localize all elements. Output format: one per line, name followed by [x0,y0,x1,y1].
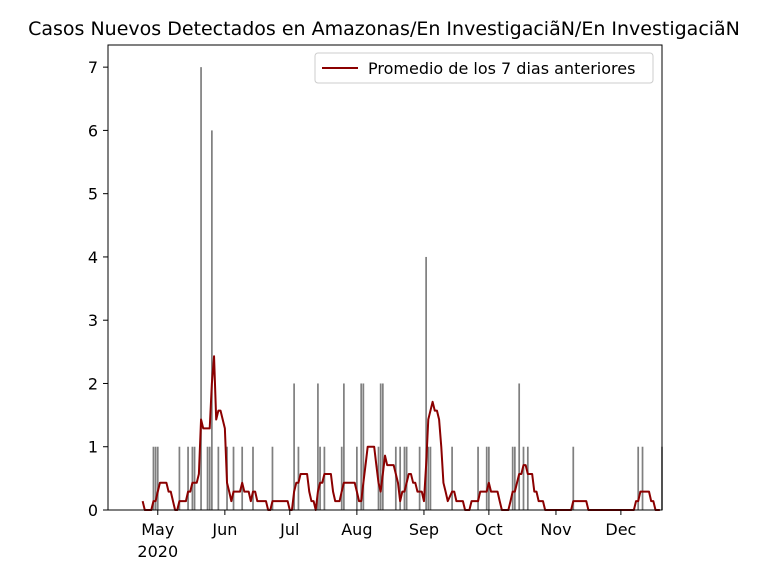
bar [252,447,254,510]
bar [512,447,514,510]
plot-frame [108,45,662,510]
bar [157,447,159,510]
bar [419,447,421,510]
x-tick-label: May [141,520,174,539]
y-tick-label: 7 [88,58,98,77]
bar [343,383,345,510]
bar [430,447,432,510]
bar [523,447,525,510]
legend: Promedio de los 7 dias anteriores [315,53,653,83]
x-axis: May 2020 Jun Jul Aug Sep Oct Nov Dec [137,510,636,561]
line-series [143,356,660,510]
x-tick-label: Sep [409,520,439,539]
y-tick-label: 0 [88,501,98,520]
bar [192,447,194,510]
bar [209,447,211,510]
bar-series [153,67,663,510]
bar [514,447,516,510]
y-tick-label: 6 [88,121,98,140]
bar [382,383,384,510]
chart-title: Casos Nuevos Detectados en Amazonas/En I… [28,18,740,40]
y-axis: 0 1 2 3 4 5 6 7 [88,58,108,520]
bar [341,447,343,510]
bar [356,447,358,510]
bar [207,447,209,510]
y-tick-label: 4 [88,248,98,267]
bar [427,447,429,510]
bar [241,447,243,510]
bar [218,447,220,510]
bar [527,447,529,510]
x-tick-label: Dec [605,520,636,539]
bar [451,447,453,510]
x-tick-year-label: 2020 [137,542,178,561]
bar [319,447,321,510]
bar [486,447,488,510]
x-tick-label: Nov [540,520,571,539]
legend-label: Promedio de los 7 dias anteriores [368,59,635,78]
bar [518,383,520,510]
x-tick-label: Oct [475,520,503,539]
bar [488,447,490,510]
bar [194,447,196,510]
y-tick-label: 3 [88,311,98,330]
x-tick-label: Jul [279,520,299,539]
x-tick-label: Jun [211,520,237,539]
average-line [143,356,660,510]
bar [233,447,235,510]
bar [404,447,406,510]
bar [187,447,189,510]
y-tick-label: 1 [88,438,98,457]
y-tick-label: 5 [88,185,98,204]
y-tick-label: 2 [88,374,98,393]
bar [642,447,644,510]
bar [211,130,213,510]
x-tick-label: Aug [341,520,372,539]
